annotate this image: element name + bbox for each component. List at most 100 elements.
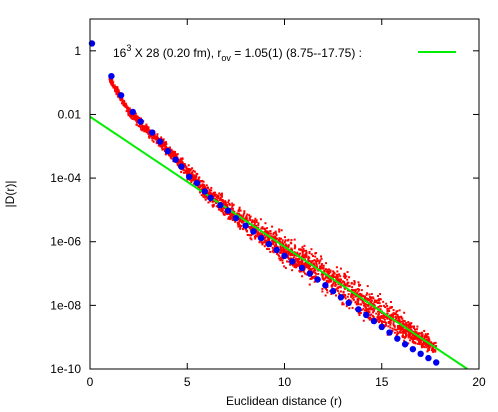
red-data-point	[303, 254, 306, 257]
red-data-point	[382, 304, 385, 307]
red-data-point	[110, 83, 113, 86]
red-data-point	[144, 125, 147, 128]
red-data-point	[147, 129, 150, 132]
red-data-point	[362, 319, 365, 322]
legend-label-mid: X 28 (0.20 fm), r	[131, 46, 221, 60]
red-data-point	[172, 153, 175, 156]
red-data-point	[186, 169, 189, 172]
red-data-point	[190, 180, 193, 183]
red-data-point	[315, 261, 318, 264]
red-data-point	[130, 114, 133, 117]
red-data-point	[220, 199, 223, 202]
legend-label-sub: ov	[221, 53, 231, 63]
red-data-point	[226, 203, 229, 206]
red-data-point	[215, 202, 218, 205]
red-data-point	[286, 256, 289, 259]
red-data-point	[401, 336, 404, 339]
red-data-point	[250, 226, 253, 229]
red-data-point	[320, 255, 323, 258]
red-data-point	[339, 285, 342, 288]
red-data-point	[210, 189, 213, 192]
red-data-point	[298, 263, 301, 266]
red-data-point	[354, 295, 357, 298]
red-data-point	[327, 273, 330, 276]
red-data-point	[188, 169, 191, 172]
red-data-point	[161, 147, 164, 150]
red-data-point	[261, 243, 264, 246]
red-data-point	[312, 271, 315, 274]
red-data-point	[377, 312, 380, 315]
red-data-point	[272, 243, 275, 246]
red-data-point	[314, 272, 317, 275]
red-data-point	[200, 184, 203, 187]
red-data-point	[171, 150, 174, 153]
red-data-point	[316, 257, 319, 260]
red-data-point	[336, 275, 339, 278]
red-data-point	[432, 346, 435, 349]
red-data-point	[281, 242, 284, 245]
red-data-point	[134, 112, 137, 115]
red-data-point	[293, 262, 296, 265]
red-data-point	[299, 260, 302, 263]
red-data-point	[378, 302, 381, 305]
red-data-point	[182, 163, 185, 166]
red-data-point	[224, 202, 227, 205]
red-data-point	[241, 221, 244, 224]
red-data-point	[195, 174, 198, 177]
red-data-point	[136, 116, 139, 119]
red-data-point	[366, 308, 369, 311]
red-data-point	[343, 272, 346, 275]
red-data-point	[163, 144, 166, 147]
red-data-point	[301, 251, 304, 254]
red-data-point	[125, 110, 128, 113]
blue-data-point	[185, 173, 193, 180]
red-data-point	[377, 321, 380, 324]
blue-data-point	[425, 354, 432, 362]
red-data-point	[310, 248, 313, 251]
red-data-point	[431, 342, 434, 345]
red-data-point	[274, 235, 277, 238]
red-data-point	[299, 252, 302, 255]
red-data-point	[219, 193, 222, 196]
red-data-point	[281, 259, 284, 262]
red-data-point	[421, 335, 424, 338]
red-data-point	[274, 230, 277, 233]
red-data-point	[226, 213, 229, 216]
red-data-point	[239, 226, 242, 229]
red-data-point	[362, 307, 365, 310]
red-data-point	[301, 275, 304, 278]
red-data-point	[351, 286, 354, 289]
red-data-point	[117, 91, 120, 94]
red-data-point	[123, 102, 126, 105]
red-data-point	[342, 303, 345, 306]
red-data-point	[351, 297, 354, 300]
red-data-point	[300, 260, 303, 263]
red-data-point	[418, 338, 421, 341]
red-data-point	[229, 212, 232, 215]
red-data-point	[245, 229, 248, 232]
red-data-point	[389, 320, 392, 323]
red-data-point	[269, 250, 272, 253]
red-data-point	[388, 310, 391, 313]
red-data-point	[332, 275, 335, 278]
red-data-point	[164, 153, 167, 156]
red-data-point	[214, 191, 217, 194]
red-data-point	[358, 288, 361, 291]
red-data-point	[301, 246, 304, 249]
red-data-point	[413, 328, 416, 331]
red-data-point	[359, 311, 362, 314]
red-data-point	[286, 260, 289, 263]
red-data-point	[347, 285, 350, 288]
red-data-point	[199, 186, 202, 189]
red-data-point	[293, 266, 296, 269]
red-data-point	[213, 197, 216, 200]
red-data-point	[339, 280, 342, 283]
red-data-point	[387, 316, 390, 319]
red-data-point	[316, 260, 319, 263]
blue-data-point	[250, 228, 257, 235]
red-data-point	[236, 212, 239, 215]
red-data-point	[260, 227, 263, 230]
red-data-point	[352, 296, 355, 299]
red-data-point	[379, 319, 382, 322]
